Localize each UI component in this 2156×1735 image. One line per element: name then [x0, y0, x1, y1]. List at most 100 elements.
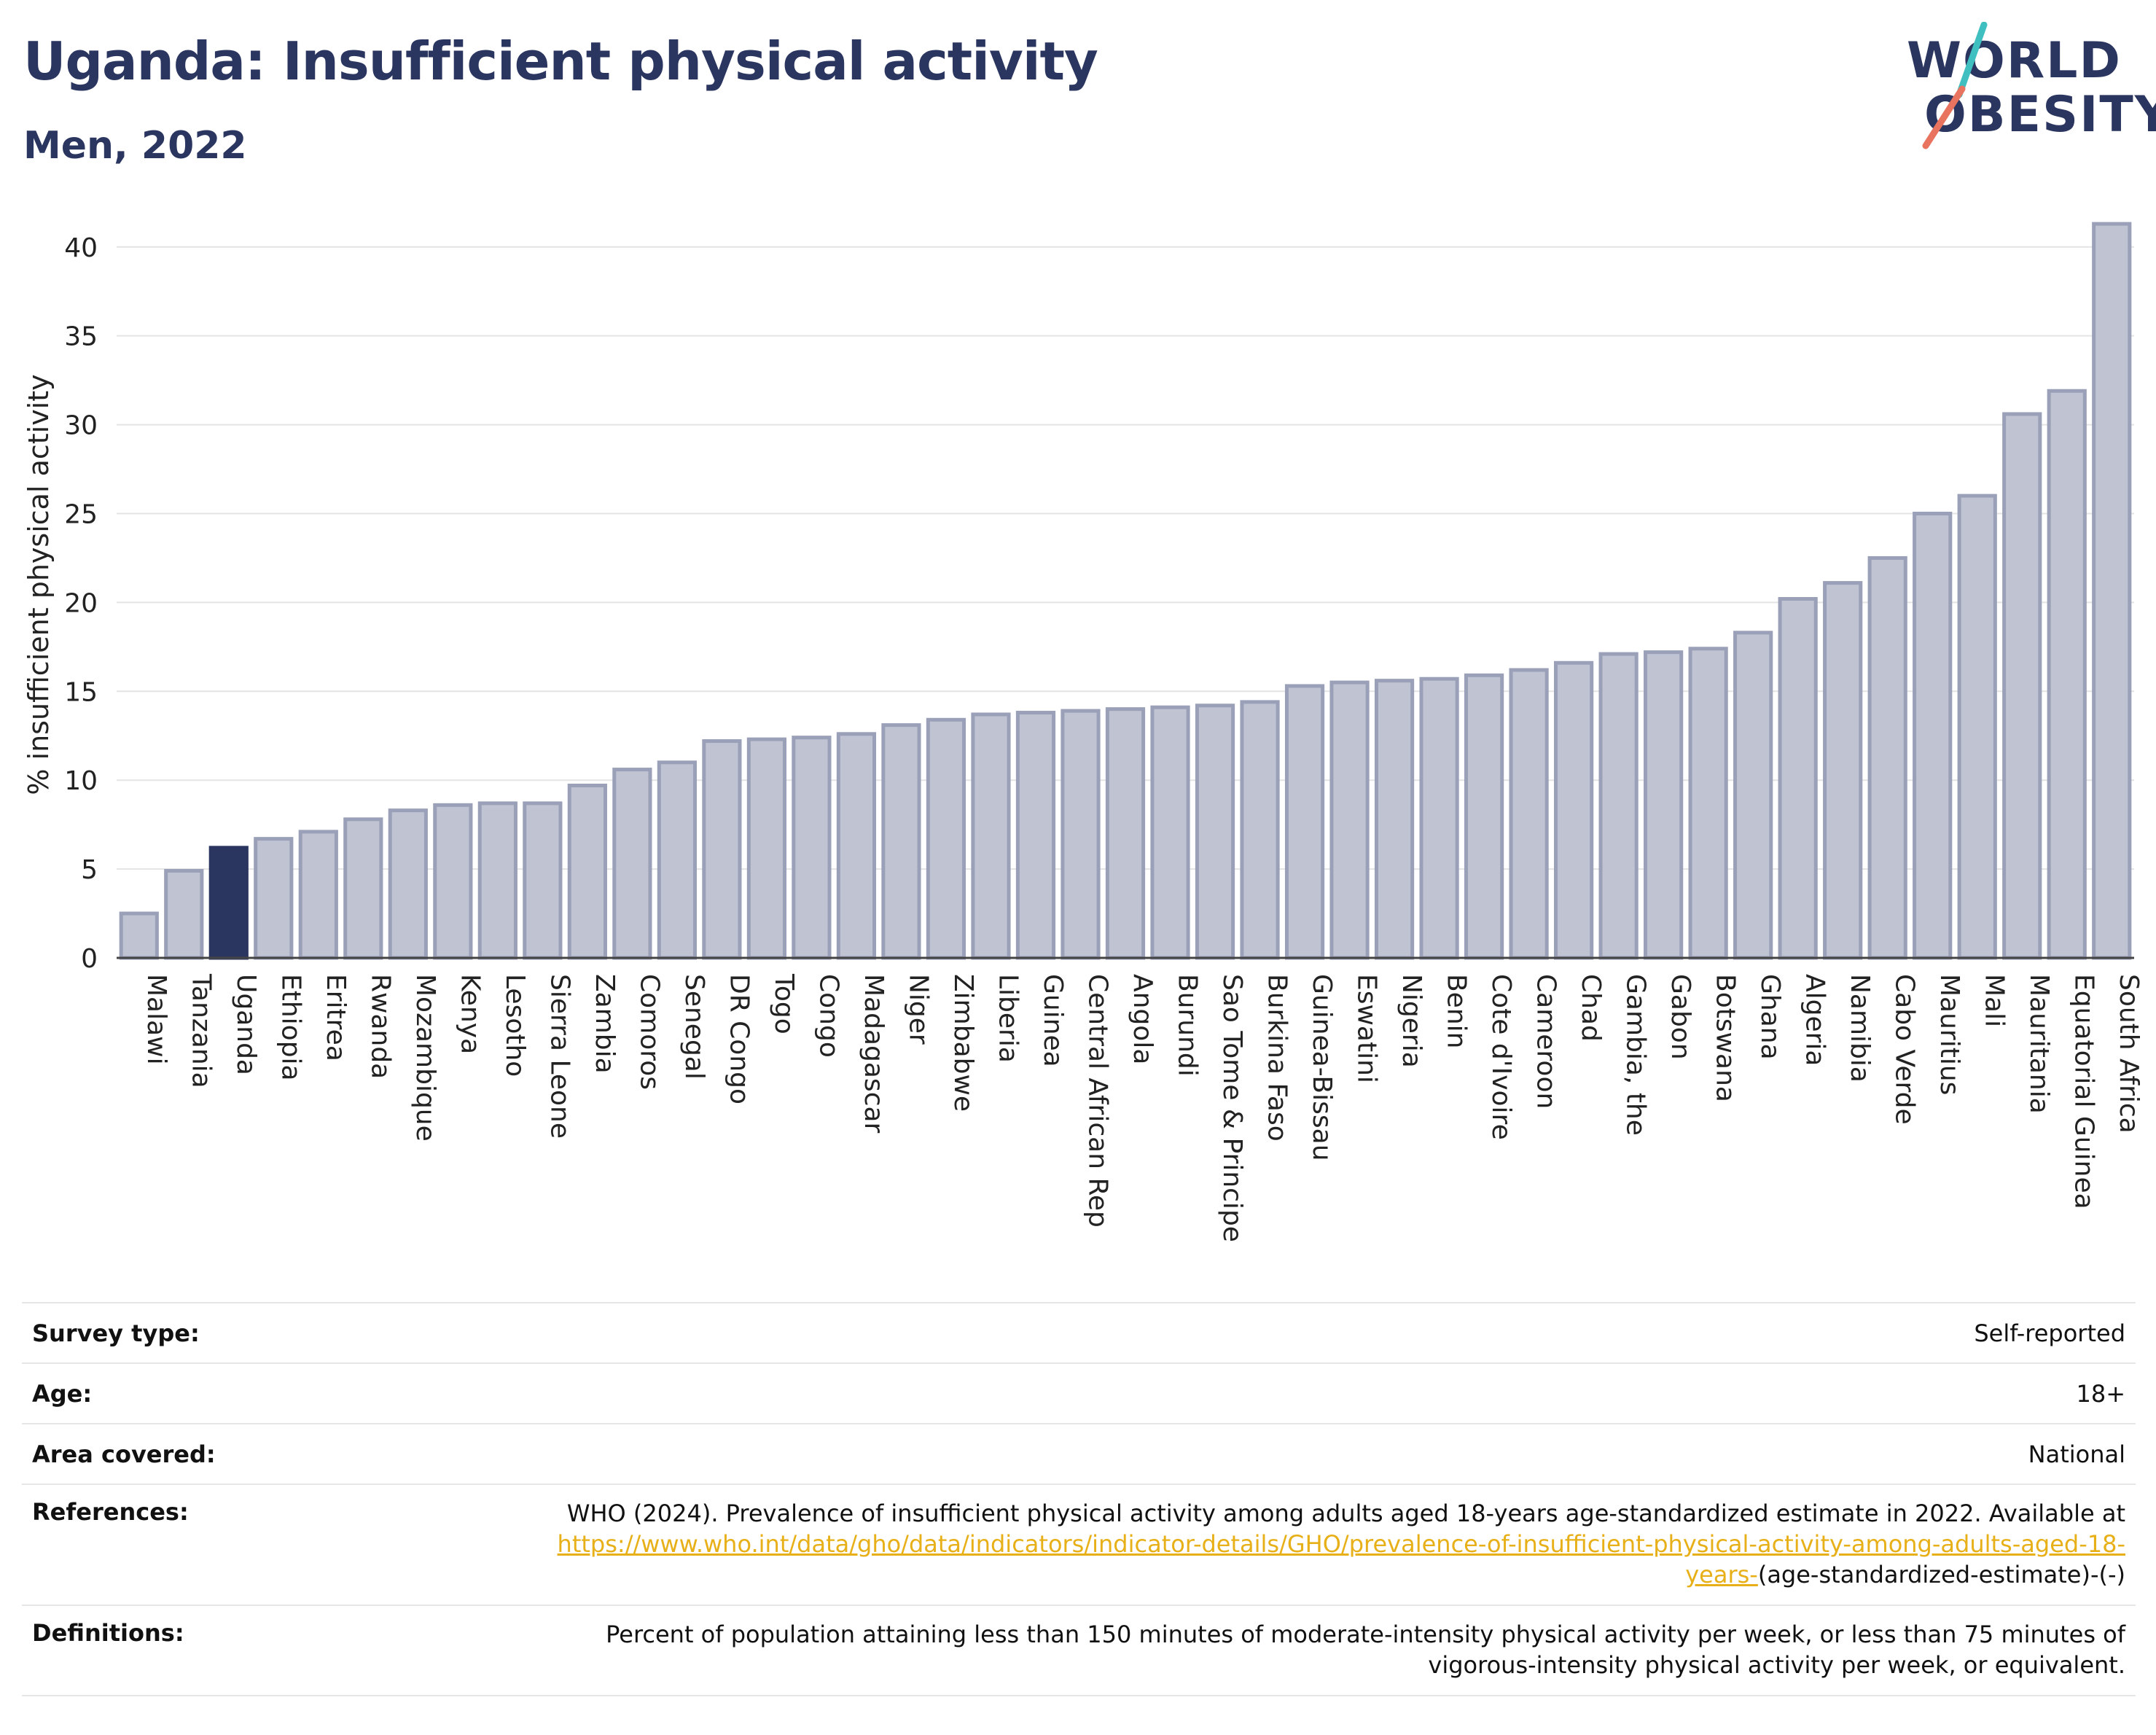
references-row: References: WHO (2024). Prevalence of in…	[22, 1483, 2136, 1605]
y-tick-label: 35	[64, 322, 98, 352]
y-axis-label: % insufficient physical activity	[23, 374, 55, 795]
y-tick-label: 30	[64, 411, 98, 441]
survey-type-value: Self-reported	[1974, 1319, 2125, 1347]
bar-nigeria	[1374, 679, 1415, 960]
bar-niger	[881, 723, 921, 960]
bars	[119, 222, 2132, 960]
area-value: National	[2028, 1440, 2125, 1468]
bar-guinea	[1015, 711, 1056, 960]
references-value: WHO (2024). Prevalence of insufficient p…	[522, 1498, 2125, 1605]
x-tick-label: Algeria	[1800, 974, 1830, 1067]
bar-equatorial-guinea	[2047, 389, 2087, 960]
bar-dr-congo	[702, 739, 742, 960]
x-tick-label: Central African Rep	[1082, 974, 1112, 1228]
x-tick-label: Lesotho	[500, 974, 530, 1077]
x-tick-label: Congo	[813, 974, 843, 1058]
bar-gabon	[1644, 650, 1684, 960]
x-tick-label: Zimbabwe	[948, 974, 978, 1112]
bar-mozambique	[388, 808, 428, 960]
bar-liberia	[971, 712, 1011, 960]
bar-ethiopia	[254, 837, 294, 960]
x-tick-label: Benin	[1442, 974, 1472, 1048]
y-tick-label: 5	[81, 855, 98, 885]
survey-type-row: Survey type: Self-reported	[22, 1302, 2136, 1362]
x-tick-label: Sao Tome & Principe	[1217, 974, 1247, 1242]
bar-mauritania	[2002, 412, 2042, 960]
x-tick-label: Mauritius	[1934, 974, 1964, 1095]
bar-namibia	[1823, 581, 1863, 960]
bar-algeria	[1778, 597, 1818, 960]
bar-eritrea	[298, 830, 338, 960]
bar-south-africa	[2092, 222, 2132, 960]
bar-chad	[1554, 660, 1594, 960]
survey-type-label: Survey type:	[32, 1319, 200, 1347]
bar-ghana	[1733, 631, 1773, 960]
bar-senegal	[657, 760, 697, 960]
y-tick-label: 10	[64, 766, 98, 796]
logo-text-obesity: OBESITY	[1924, 86, 2156, 144]
x-tick-label: Botswana	[1711, 974, 1741, 1102]
x-tick-label: Nigeria	[1397, 974, 1426, 1068]
bar-kenya	[433, 803, 473, 960]
x-tick-label: Namibia	[1845, 974, 1875, 1083]
x-axis-labels: Malawi Tanzania Uganda Ethiopia Eritrea Rwand…	[141, 973, 2144, 1242]
bar-mauritius	[1913, 511, 1953, 960]
bar-angola	[1105, 707, 1146, 960]
x-tick-label: Cabo Verde	[1890, 974, 1920, 1125]
bar-congo	[792, 736, 832, 960]
y-tick-label: 40	[64, 233, 98, 263]
references-link[interactable]: https://www.who.int/data/gho/data/indica…	[557, 1530, 2125, 1588]
x-tick-label: Angola	[1128, 974, 1157, 1064]
x-tick-label: Chad	[1576, 974, 1606, 1042]
world-obesity-logo: WORLD OBESITY	[1895, 22, 2156, 153]
bar-mali	[1957, 494, 1997, 960]
bar-madagascar	[836, 732, 877, 960]
x-tick-label: Guinea	[1038, 974, 1068, 1067]
y-tick-label: 20	[64, 588, 98, 618]
x-tick-label: Eritrea	[321, 974, 351, 1061]
references-text: WHO (2024). Prevalence of insufficient p…	[566, 1500, 2125, 1527]
bar-guinea-bissau	[1284, 684, 1325, 960]
bar-burkina-faso	[1240, 700, 1280, 960]
bar-comoros	[612, 768, 652, 960]
y-tick-label: 15	[64, 677, 98, 707]
x-tick-label: Madagascar	[859, 974, 888, 1134]
bar-benin	[1419, 677, 1459, 960]
bar-sierra-leone	[523, 801, 563, 960]
bar-eswatini	[1329, 680, 1370, 960]
y-tick-label: 0	[81, 944, 98, 974]
x-tick-label: Niger	[903, 974, 933, 1045]
bar-zimbabwe	[926, 717, 966, 960]
x-tick-label: Cote d'Ivoire	[1486, 974, 1516, 1140]
x-tick-label: South Africa	[2114, 974, 2144, 1134]
x-tick-label: Zambia	[590, 974, 620, 1074]
x-tick-label: Equatorial Guinea	[2069, 974, 2099, 1209]
x-tick-label: Ghana	[1755, 974, 1785, 1060]
x-tick-label: Ethiopia	[276, 974, 305, 1081]
x-tick-label: Togo	[769, 973, 799, 1034]
info-table: Survey type: Self-reported Age: 18+ Area…	[22, 1302, 2136, 1696]
x-tick-label: Mali	[1980, 974, 2009, 1027]
bar-togo	[746, 737, 787, 960]
x-tick-label: Sierra Leone	[544, 974, 574, 1139]
x-tick-label: DR Congo	[724, 974, 754, 1104]
bar-central-african-rep	[1061, 709, 1101, 960]
x-tick-label: Malawi	[141, 974, 171, 1065]
x-tick-label: Comoros	[634, 974, 664, 1090]
x-tick-label: Burkina Faso	[1262, 974, 1292, 1142]
bar-chart: 0 5 10 15 20 25 30 35 40 % insufficient physical…	[23, 222, 2144, 1242]
age-row: Age: 18+	[22, 1362, 2136, 1423]
bar-cameroon	[1509, 668, 1549, 960]
x-tick-label: Burundi	[1173, 974, 1203, 1077]
references-suffix: (age-standardized-estimate)-(-)	[1757, 1561, 2125, 1588]
bar-malawi	[119, 911, 159, 960]
bar-tanzania	[164, 869, 204, 960]
definitions-value: Percent of population attaining less tha…	[606, 1621, 2125, 1679]
x-tick-label: Guinea-Bissau	[1307, 974, 1337, 1161]
logo-slash-icon	[1922, 22, 1988, 149]
x-tick-label: Kenya	[455, 974, 485, 1054]
x-tick-label: Liberia	[993, 974, 1023, 1063]
references-label: References:	[32, 1498, 189, 1526]
bar-cote-d-ivoire	[1464, 673, 1504, 960]
bar-cabo-verde	[1867, 555, 1907, 960]
